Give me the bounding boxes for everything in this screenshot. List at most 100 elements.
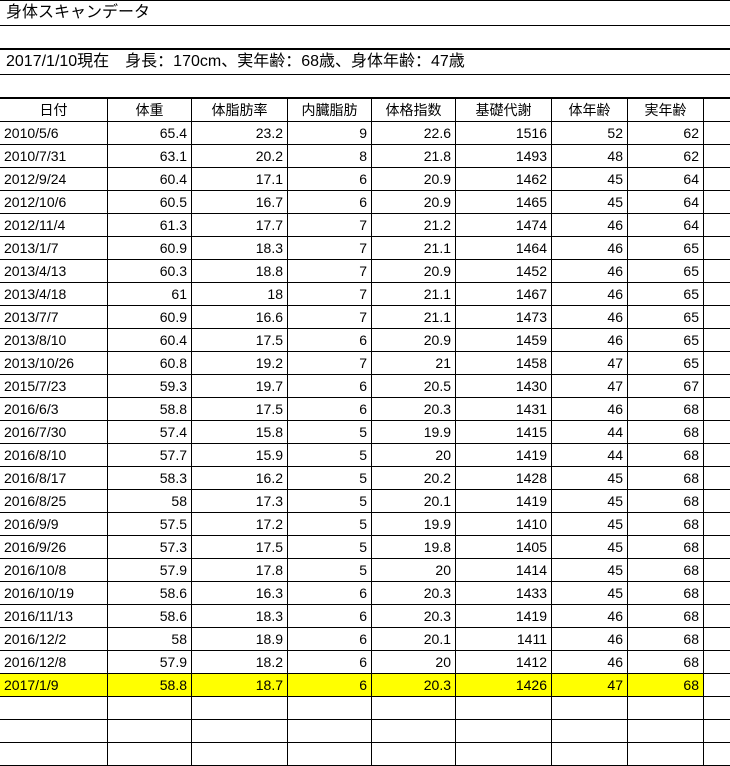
- value-cell: 60.4: [108, 329, 192, 351]
- spreadsheet: 身体スキャンデータ 2017/1/10現在 身長：170cm、実年齢：68歳、身…: [0, 0, 730, 766]
- value-cell: [108, 697, 192, 719]
- value-cell: 20.2: [372, 467, 456, 489]
- value-cell: 45: [552, 582, 628, 604]
- value-cell: 47: [552, 375, 628, 397]
- value-cell: 1415: [456, 421, 552, 443]
- value-cell: 1428: [456, 467, 552, 489]
- value-cell: 20.3: [372, 582, 456, 604]
- value-cell: 20.9: [372, 260, 456, 282]
- value-cell: 1410: [456, 513, 552, 535]
- value-cell: 20.3: [372, 398, 456, 420]
- value-cell: 7: [288, 260, 372, 282]
- value-cell: 45: [552, 559, 628, 581]
- value-cell: 17.3: [192, 490, 288, 512]
- value-cell: 46: [552, 605, 628, 627]
- value-cell: 20.1: [372, 628, 456, 650]
- value-cell: 7: [288, 283, 372, 305]
- value-cell: 44: [552, 421, 628, 443]
- value-cell: 21.1: [372, 283, 456, 305]
- value-cell: 6: [288, 375, 372, 397]
- empty-row: [0, 697, 730, 720]
- date-cell: 2013/1/7: [0, 237, 108, 259]
- value-cell: 20.9: [372, 329, 456, 351]
- value-cell: 20.9: [372, 168, 456, 190]
- value-cell: 15.9: [192, 444, 288, 466]
- value-cell: 1412: [456, 651, 552, 673]
- value-cell: 68: [628, 674, 704, 696]
- value-cell: 1426: [456, 674, 552, 696]
- value-cell: [552, 743, 628, 765]
- value-cell: 60.9: [108, 306, 192, 328]
- value-cell: [288, 697, 372, 719]
- value-cell: 60.4: [108, 168, 192, 190]
- value-cell: 19.2: [192, 352, 288, 374]
- value-cell: 6: [288, 398, 372, 420]
- table-row: 2016/9/957.517.2519.914104568: [0, 513, 730, 536]
- subtitle-row: 2017/1/10現在 身長：170cm、実年齢：68歳、身体年齢：47歳: [0, 49, 730, 75]
- date-cell: 2016/10/8: [0, 559, 108, 581]
- date-cell: 2016/8/10: [0, 444, 108, 466]
- date-cell: 2010/5/6: [0, 122, 108, 144]
- value-cell: 68: [628, 651, 704, 673]
- value-cell: 6: [288, 329, 372, 351]
- value-cell: [192, 697, 288, 719]
- value-cell: 63.1: [108, 145, 192, 167]
- value-cell: 18.2: [192, 651, 288, 673]
- value-cell: 16.6: [192, 306, 288, 328]
- value-cell: 68: [628, 513, 704, 535]
- value-cell: 65: [628, 329, 704, 351]
- value-cell: 1431: [456, 398, 552, 420]
- date-cell: 2016/10/19: [0, 582, 108, 604]
- value-cell: 17.5: [192, 329, 288, 351]
- value-cell: 62: [628, 145, 704, 167]
- value-cell: 20: [372, 444, 456, 466]
- value-cell: 20.5: [372, 375, 456, 397]
- value-cell: 1452: [456, 260, 552, 282]
- date-cell: 2016/6/3: [0, 398, 108, 420]
- table-row: 2013/10/2660.819.272114584765: [0, 352, 730, 375]
- value-cell: 60.5: [108, 191, 192, 213]
- value-cell: 1473: [456, 306, 552, 328]
- value-cell: 体脂肪率: [192, 99, 288, 121]
- value-cell: 7: [288, 214, 372, 236]
- table-row: 2013/8/1060.417.5620.914594665: [0, 329, 730, 352]
- value-cell: 15.8: [192, 421, 288, 443]
- value-cell: 21.2: [372, 214, 456, 236]
- table-row: 2013/4/1360.318.8720.914524665: [0, 260, 730, 283]
- value-cell: 68: [628, 398, 704, 420]
- value-cell: 1419: [456, 605, 552, 627]
- value-cell: 1462: [456, 168, 552, 190]
- date-cell: 2013/10/26: [0, 352, 108, 374]
- value-cell: [108, 743, 192, 765]
- empty-row: [0, 743, 730, 766]
- data-table: 日付体重体脂肪率内臓脂肪体格指数基礎代謝体年齢実年齢2010/5/665.423…: [0, 98, 730, 766]
- value-cell: 60.8: [108, 352, 192, 374]
- value-cell: 1516: [456, 122, 552, 144]
- date-cell: 2016/8/25: [0, 490, 108, 512]
- value-cell: 60.9: [108, 237, 192, 259]
- value-cell: 62: [628, 122, 704, 144]
- value-cell: 16.2: [192, 467, 288, 489]
- value-cell: 58: [108, 490, 192, 512]
- value-cell: 1493: [456, 145, 552, 167]
- value-cell: 45: [552, 467, 628, 489]
- value-cell: 47: [552, 352, 628, 374]
- table-row: 2016/7/3057.415.8519.914154468: [0, 421, 730, 444]
- value-cell: 65: [628, 283, 704, 305]
- header-row: 日付体重体脂肪率内臓脂肪体格指数基礎代謝体年齢実年齢: [0, 98, 730, 122]
- date-cell: 2013/8/10: [0, 329, 108, 351]
- value-cell: 57.3: [108, 536, 192, 558]
- date-cell: 2012/10/6: [0, 191, 108, 213]
- value-cell: 7: [288, 306, 372, 328]
- date-cell: 2013/4/18: [0, 283, 108, 305]
- value-cell: 基礎代謝: [456, 99, 552, 121]
- value-cell: 1405: [456, 536, 552, 558]
- value-cell: 18.9: [192, 628, 288, 650]
- value-cell: 46: [552, 306, 628, 328]
- value-cell: [288, 720, 372, 742]
- value-cell: 18.8: [192, 260, 288, 282]
- value-cell: 45: [552, 168, 628, 190]
- value-cell: 46: [552, 329, 628, 351]
- value-cell: 19.8: [372, 536, 456, 558]
- table-row: 2016/12/857.918.262014124668: [0, 651, 730, 674]
